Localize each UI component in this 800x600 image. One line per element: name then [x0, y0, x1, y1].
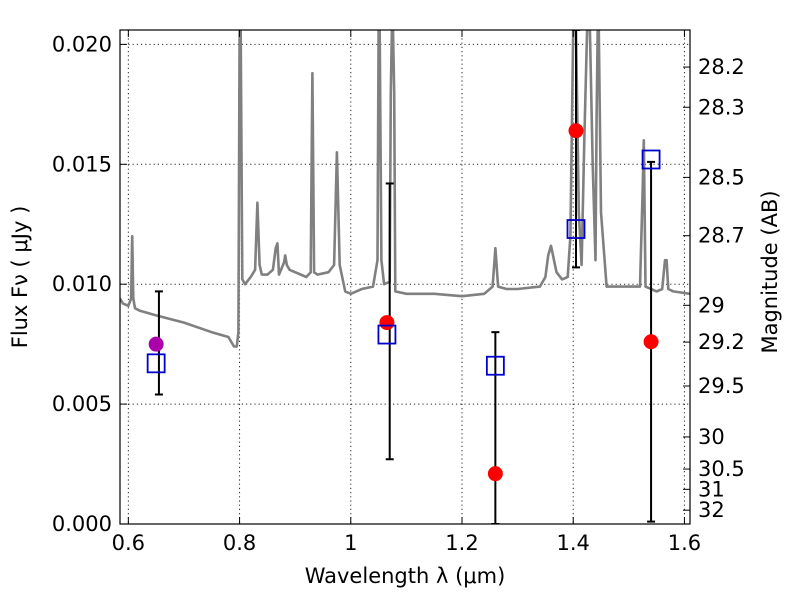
data-point [148, 336, 164, 352]
y2-tick-label: 28.7 [698, 224, 745, 248]
x-axis-label: Wavelength λ (μm) [305, 564, 506, 588]
y2-tick-label: 29.2 [698, 330, 745, 354]
grid-lines [120, 30, 690, 525]
y2-tick-label: 29.5 [698, 374, 745, 398]
data-point [379, 315, 395, 331]
model-square [377, 324, 397, 345]
y2-tick-label: 30 [698, 425, 725, 449]
y2-tick-label: 28.2 [698, 55, 745, 79]
y-tick-label: 0.020 [52, 32, 112, 56]
spectrum-line [120, 30, 690, 348]
y-tick-label: 0.005 [52, 392, 112, 416]
model-square [146, 353, 166, 374]
axis-ticks: 0.6 0.8 1 1.2 1.4 1.6 0.000 0.005 0.010 0.015 0.02… [52, 30, 745, 555]
model-square [641, 149, 661, 170]
y2-tick-label: 32 [698, 498, 725, 522]
y-tick-label: 0.010 [52, 272, 112, 296]
y-tick-label: 0.015 [52, 152, 112, 176]
y2-tick-label: 30.5 [698, 457, 745, 481]
plot-frame [119, 29, 691, 525]
data-point [643, 334, 659, 350]
y2-tick-label: 31 [698, 477, 725, 501]
x-tick-label: 1.2 [445, 531, 478, 555]
data-point [487, 466, 503, 482]
y-axis-label: Flux Fν ( μJy ) [8, 206, 32, 349]
model-square [485, 355, 505, 376]
y2-axis-label: Magnitude (AB) [758, 190, 782, 353]
x-tick-label: 1.4 [557, 531, 590, 555]
x-tick-label: 0.8 [223, 531, 256, 555]
x-tick-label: 0.6 [112, 531, 145, 555]
data-point [568, 123, 584, 139]
y2-tick-label: 29 [698, 293, 725, 317]
y2-tick-label: 28.5 [698, 165, 745, 189]
plot-data [120, 30, 690, 524]
x-tick-label: 1 [344, 531, 357, 555]
x-tick-label: 1.6 [668, 531, 701, 555]
model-square [566, 219, 586, 239]
y2-tick-label: 28.3 [698, 95, 745, 119]
y-tick-label: 0.000 [52, 512, 112, 536]
